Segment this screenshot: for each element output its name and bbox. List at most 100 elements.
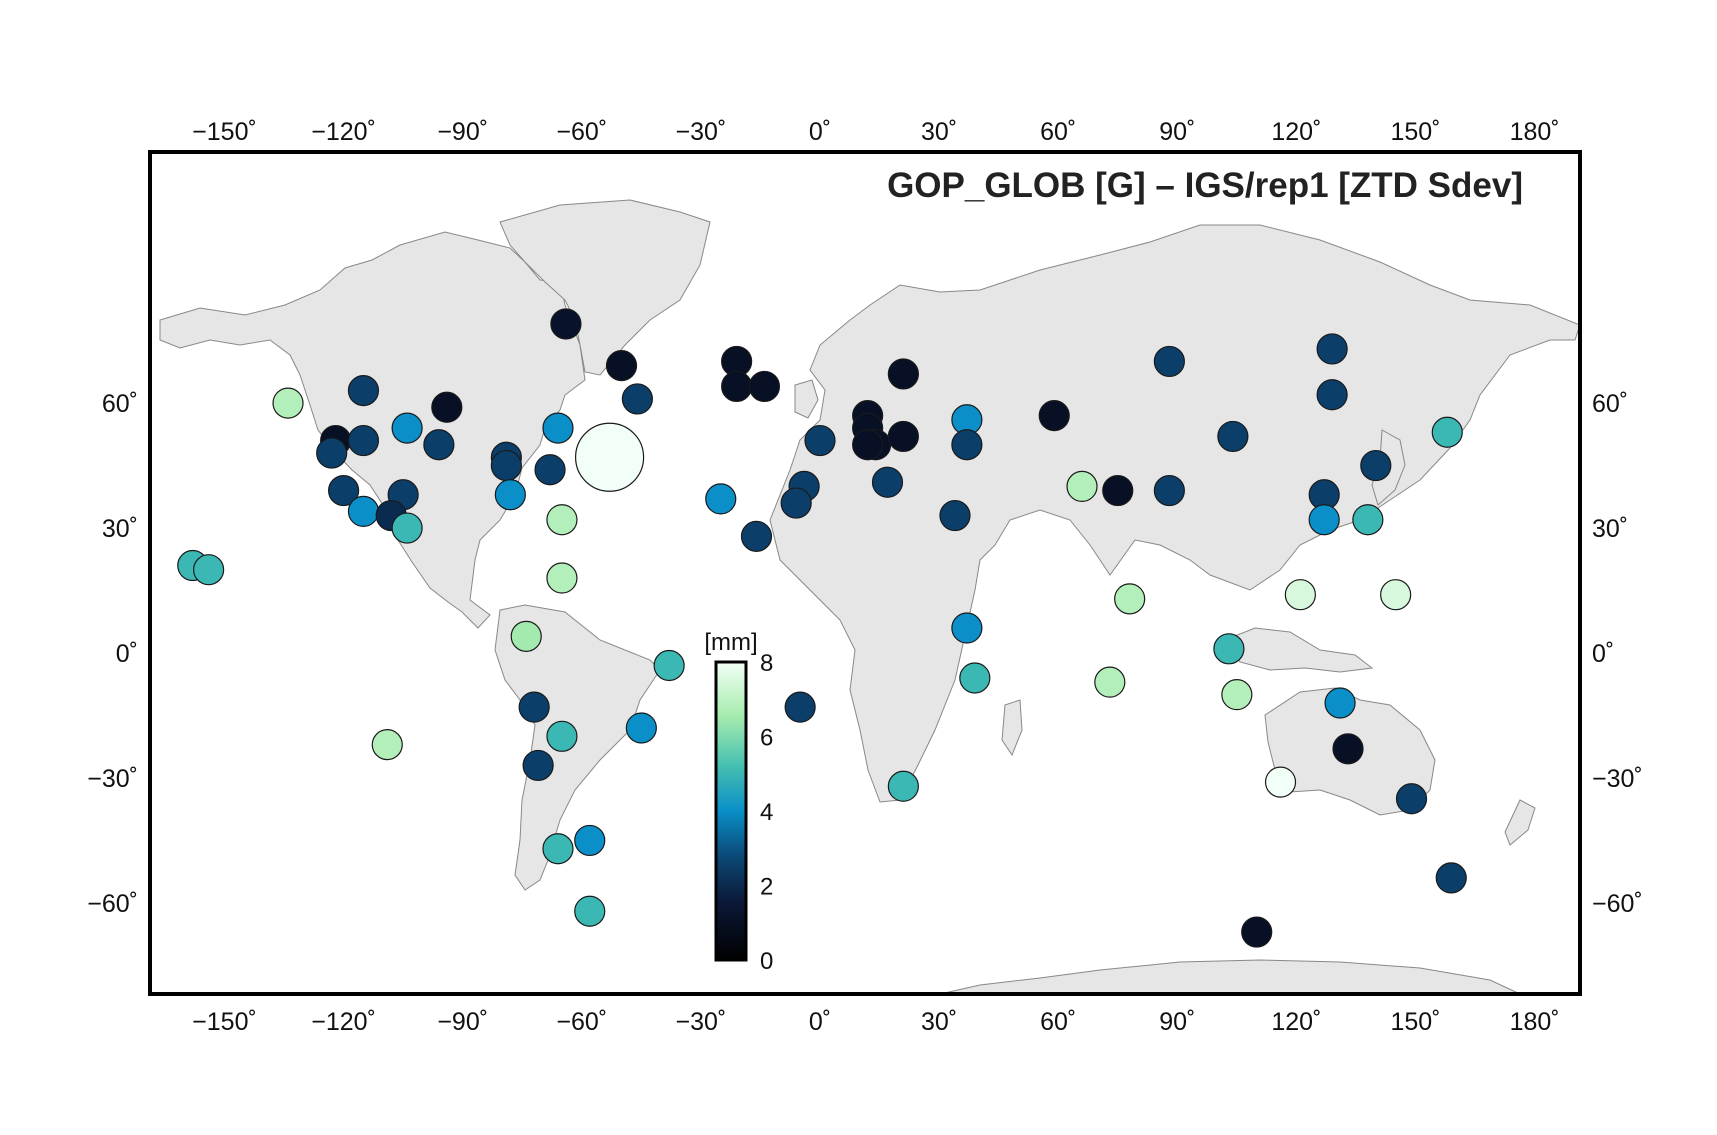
- lon-tick-label: −120˚: [311, 1008, 376, 1036]
- colorbar-tick-label: 4: [760, 799, 773, 826]
- station-marker: [653, 649, 685, 682]
- lat-tick-label: 60˚: [1592, 390, 1628, 418]
- colorbar-tick-label: 6: [760, 725, 773, 752]
- station-marker: [1094, 666, 1126, 698]
- station-marker: [574, 422, 645, 492]
- station-marker: [1324, 687, 1356, 719]
- station-marker: [391, 412, 423, 444]
- station-marker: [431, 391, 463, 423]
- lat-tick-label: 30˚: [1592, 515, 1628, 543]
- station-marker: [490, 449, 522, 482]
- colorbar-ticks: 0 2 4 6 8: [760, 650, 773, 975]
- lat-tick-label: −30˚: [1592, 765, 1643, 793]
- station-marker: [1316, 379, 1348, 411]
- station-marker: [1264, 766, 1297, 798]
- lon-tick-label: 150˚: [1390, 118, 1440, 146]
- lon-tick-label: 150˚: [1390, 1008, 1440, 1036]
- station-marker: [1153, 474, 1185, 507]
- station-marker: [546, 562, 578, 594]
- lon-tick-label: −60˚: [556, 1008, 607, 1036]
- lon-tick-label: −150˚: [192, 1008, 257, 1036]
- station-marker: [371, 729, 403, 761]
- station-marker: [574, 895, 606, 927]
- station-marker: [1308, 504, 1340, 536]
- station-marker: [546, 504, 578, 536]
- station-marker: [347, 375, 380, 407]
- colorbar-tick-label: 0: [760, 948, 773, 975]
- lon-ticks-top: −150˚ −120˚ −90˚ −60˚ −30˚ 0˚ 30˚ 60˚ 90˚ 120˚ 150…: [192, 118, 1559, 146]
- lon-tick-label: 120˚: [1271, 118, 1321, 146]
- station-marker: [550, 308, 582, 340]
- station-marker: [804, 424, 836, 457]
- station-marker: [740, 520, 773, 552]
- lat-tick-label: −30˚: [87, 765, 138, 793]
- lon-tick-label: −120˚: [311, 118, 376, 146]
- station-marker: [1360, 449, 1392, 482]
- station-marker: [193, 554, 225, 586]
- station-marker: [871, 466, 904, 498]
- stations: [177, 308, 1467, 948]
- lon-tick-label: 0˚: [809, 118, 831, 146]
- lat-tick-label: −60˚: [87, 890, 138, 918]
- lat-tick-label: 60˚: [102, 390, 138, 418]
- lat-tick-label: 0˚: [1592, 640, 1614, 668]
- station-marker: [784, 691, 816, 723]
- station-marker: [316, 437, 348, 469]
- lon-tick-label: 180˚: [1510, 118, 1560, 146]
- station-marker: [705, 483, 737, 515]
- station-marker: [1102, 474, 1134, 507]
- station-marker: [939, 499, 971, 532]
- station-marker: [546, 720, 578, 752]
- station-marker: [887, 420, 919, 453]
- station-marker: [1066, 470, 1098, 502]
- lon-tick-label: 0˚: [809, 1008, 831, 1036]
- lat-tick-label: 0˚: [116, 640, 138, 668]
- colorbar-unit: [mm]: [704, 629, 757, 656]
- lon-tick-label: 60˚: [1040, 1008, 1076, 1036]
- lon-tick-label: −30˚: [676, 118, 727, 146]
- land-new-zealand: [1504, 799, 1536, 846]
- station-marker: [272, 387, 304, 419]
- station-marker: [780, 487, 812, 519]
- station-marker: [605, 350, 638, 382]
- station-marker: [347, 495, 380, 527]
- colorbar: [mm] 0 2 4 6 8: [704, 629, 773, 975]
- station-marker: [423, 429, 455, 461]
- station-marker: [1431, 416, 1463, 448]
- lon-tick-label: −150˚: [192, 118, 257, 146]
- station-marker: [887, 358, 919, 390]
- lon-tick-label: 120˚: [1271, 1008, 1321, 1036]
- station-marker: [328, 474, 360, 507]
- station-marker: [748, 370, 781, 403]
- colorbar-tick-label: 8: [760, 650, 773, 677]
- lon-tick-label: 30˚: [921, 1008, 957, 1036]
- station-marker: [1038, 399, 1070, 432]
- station-marker: [1241, 916, 1273, 948]
- station-marker: [1332, 733, 1364, 765]
- lat-tick-label: −60˚: [1592, 890, 1643, 918]
- lon-tick-label: 30˚: [921, 118, 957, 146]
- land-madagascar: [1001, 699, 1023, 757]
- station-marker: [1217, 420, 1249, 453]
- station-marker: [721, 370, 753, 403]
- station-marker: [1153, 345, 1185, 378]
- station-marker: [1284, 579, 1316, 611]
- station-marker: [1114, 583, 1146, 615]
- station-marker: [1221, 679, 1253, 711]
- lon-tick-label: −90˚: [437, 118, 488, 146]
- station-marker: [542, 412, 574, 444]
- station-marker: [1213, 633, 1245, 665]
- station-marker: [1380, 579, 1412, 611]
- landmasses: [159, 199, 1580, 994]
- station-marker: [391, 512, 423, 544]
- lon-tick-label: 90˚: [1159, 118, 1195, 146]
- lon-tick-label: 180˚: [1510, 1008, 1560, 1036]
- lon-ticks-bottom: −150˚ −120˚ −90˚ −60˚ −30˚ 0˚ 30˚ 60˚ 90˚ 120˚ 150…: [192, 1008, 1559, 1036]
- station-marker: [887, 770, 919, 802]
- station-marker: [1352, 504, 1384, 536]
- station-marker: [951, 429, 983, 461]
- lat-ticks-left: 60˚ 30˚ 0˚ −30˚ −60˚: [87, 390, 138, 918]
- station-marker: [621, 383, 653, 415]
- station-marker: [951, 612, 983, 644]
